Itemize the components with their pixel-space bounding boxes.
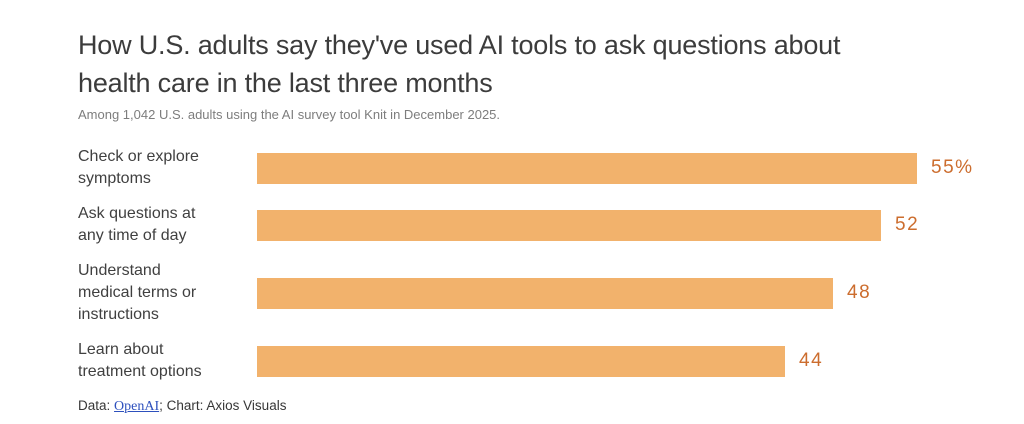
bar xyxy=(257,152,917,184)
source-suffix: ; Chart: Axios Visuals xyxy=(159,398,287,413)
bar xyxy=(257,345,785,377)
source-line: Data: OpenAI; Chart: Axios Visuals xyxy=(78,397,966,415)
bar-track: 55% xyxy=(257,152,974,184)
bar-chart: Check or explore symptoms 55% Ask questi… xyxy=(78,146,972,383)
bar xyxy=(257,209,881,241)
chart-subtitle: Among 1,042 U.S. adults using the AI sur… xyxy=(78,107,501,122)
source-prefix: Data: xyxy=(78,398,115,413)
bar-value-label: 55% xyxy=(931,157,974,178)
bar-track: 52 xyxy=(257,209,966,241)
bar-track: 48 xyxy=(257,277,966,309)
bar-value-label: 48 xyxy=(847,282,872,303)
bar-category-label: Learn about treatment options xyxy=(78,341,202,380)
bar-value-label: 44 xyxy=(799,350,824,371)
bar-category-label: Check or explore symptoms xyxy=(78,148,199,187)
bar-row: Check or explore symptoms 55% xyxy=(78,146,972,190)
source-link-openai[interactable]: OpenAI xyxy=(114,399,160,414)
bar-value-label: 52 xyxy=(895,214,920,235)
chart-title: How U.S. adults say they've used AI tool… xyxy=(78,30,841,98)
bar-row: Understand medical terms or instructions… xyxy=(78,260,966,326)
bar-category-label: Understand medical terms or instructions xyxy=(78,262,197,323)
bar-row: Learn about treatment options 44 xyxy=(78,339,966,383)
bar xyxy=(257,277,833,309)
bar-row: Ask questions at any time of day 52 xyxy=(78,203,966,247)
bar-track: 44 xyxy=(257,345,966,377)
bar-category-label: Ask questions at any time of day xyxy=(78,205,196,244)
